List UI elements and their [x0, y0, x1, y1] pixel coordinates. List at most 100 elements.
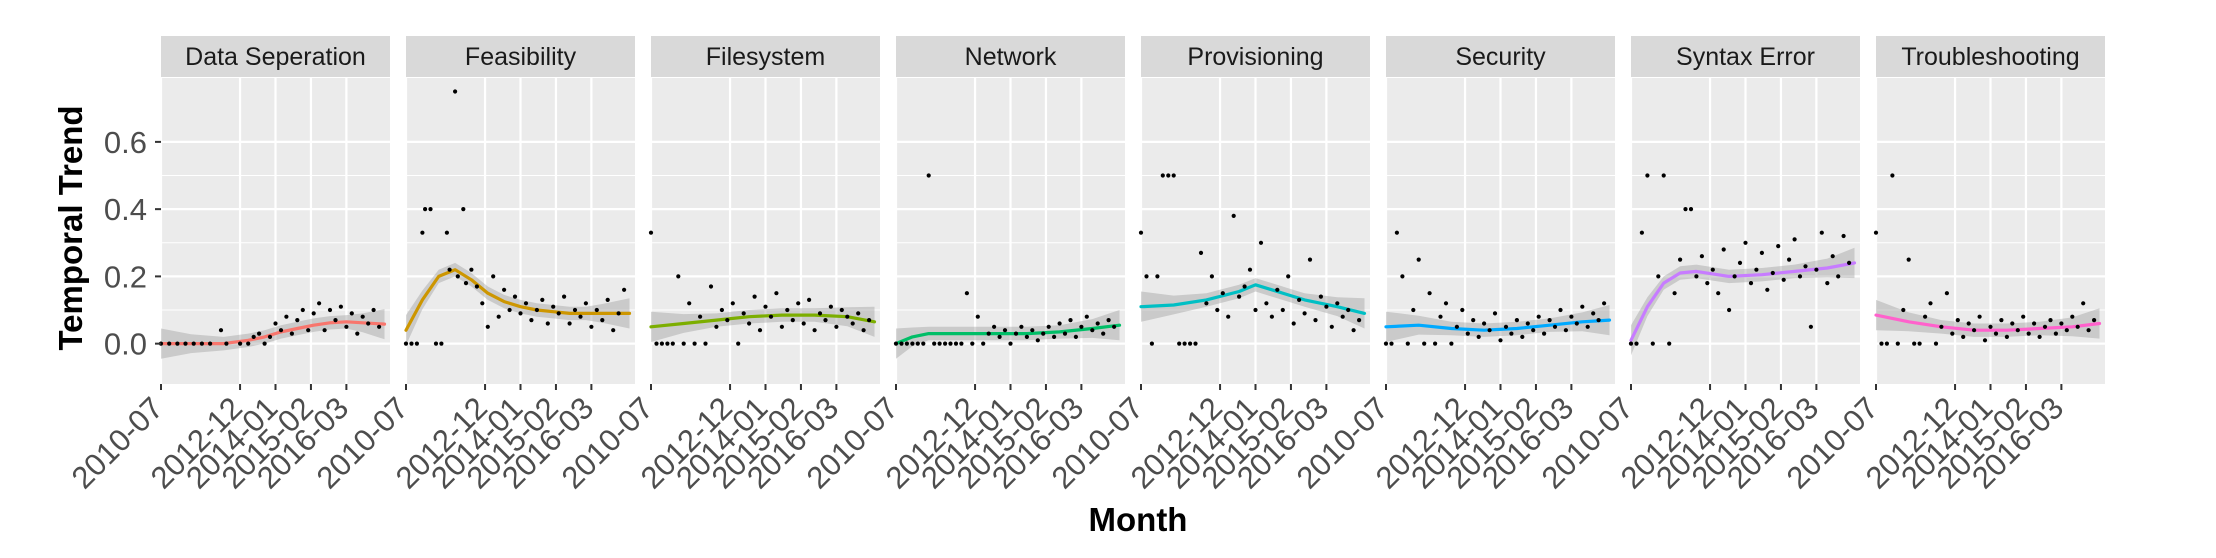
data-point [1215, 307, 1220, 313]
data-point [562, 294, 567, 299]
data-point [1024, 334, 1029, 339]
data-point [1400, 274, 1405, 279]
data-point [1661, 173, 1666, 178]
data-point [1558, 307, 1563, 313]
data-point [1993, 331, 1999, 336]
data-point [333, 318, 338, 323]
data-point [444, 230, 449, 235]
data-point [208, 341, 213, 346]
data-point [199, 341, 204, 346]
data-point [1694, 274, 1699, 279]
data-point [1357, 318, 1362, 323]
data-point [1057, 321, 1062, 326]
data-point [904, 341, 910, 346]
data-point [812, 328, 817, 333]
data-point [1650, 341, 1655, 346]
data-point [284, 314, 289, 319]
data-point [1591, 311, 1596, 316]
data-point [485, 324, 490, 329]
data-point [1443, 301, 1449, 306]
data-point [600, 318, 605, 323]
data-point [289, 331, 294, 336]
data-point [1656, 274, 1661, 279]
data-point [1944, 291, 1949, 296]
data-point [964, 291, 970, 296]
y-tick-label: 0.4 [104, 192, 147, 227]
data-point [1645, 173, 1650, 178]
data-point [1873, 230, 1879, 235]
facet-strip-label: Feasibility [465, 43, 577, 71]
data-point [278, 328, 284, 333]
data-point [2004, 334, 2009, 339]
data-point [453, 89, 458, 94]
data-point [1847, 260, 1852, 265]
data-point [1688, 207, 1694, 212]
data-point [1639, 230, 1644, 235]
data-point [1405, 341, 1410, 346]
data-point [1895, 341, 1900, 346]
data-point [1460, 307, 1465, 313]
data-point [910, 341, 915, 346]
data-point [1383, 341, 1389, 346]
data-point [1247, 267, 1253, 272]
data-point [948, 341, 953, 346]
data-point [959, 341, 964, 346]
data-point [1819, 230, 1824, 235]
data-point [1280, 307, 1285, 313]
facet-strip [896, 36, 1125, 77]
y-tick-label: 0.6 [104, 125, 147, 160]
data-point [377, 324, 382, 329]
facet-panel: Troubleshooting2010-072012-122014-012015… [1780, 36, 2105, 495]
data-point [507, 307, 512, 313]
data-point [589, 324, 594, 329]
data-point [273, 321, 278, 326]
data-point [1198, 250, 1204, 255]
data-point [360, 314, 365, 319]
data-point [1509, 331, 1514, 336]
data-point [856, 311, 861, 316]
data-point [267, 334, 273, 339]
data-point [1046, 324, 1051, 329]
data-point [1825, 281, 1830, 286]
data-point [1041, 331, 1046, 336]
data-point [1912, 341, 1917, 346]
data-point [1422, 341, 1427, 346]
data-point [1514, 318, 1519, 323]
data-point [1667, 341, 1672, 346]
data-point [1101, 331, 1106, 336]
data-point [317, 301, 322, 306]
data-point [512, 294, 518, 299]
data-point [741, 311, 746, 316]
facet-strip-label: Security [1455, 43, 1546, 71]
data-point [747, 321, 752, 326]
data-point [2064, 328, 2069, 333]
data-point [1351, 328, 1356, 333]
data-point [175, 341, 180, 346]
data-point [423, 207, 428, 212]
data-point [545, 321, 550, 326]
facet-strip [1386, 36, 1615, 77]
data-point [714, 324, 719, 329]
data-point [670, 341, 675, 346]
data-point [2042, 324, 2048, 329]
data-point [997, 334, 1002, 339]
data-point [480, 301, 485, 306]
data-point [692, 341, 697, 346]
data-point [578, 314, 583, 319]
data-point [1002, 328, 1008, 333]
data-point [1329, 324, 1334, 329]
data-point [1836, 274, 1841, 279]
data-point [1068, 318, 1073, 323]
data-point [218, 328, 224, 333]
smooth-trend-line [1629, 261, 1857, 342]
data-point [1079, 324, 1084, 329]
data-point [834, 324, 839, 329]
data-point [1939, 324, 1944, 329]
data-point [1503, 324, 1509, 329]
data-point [785, 307, 790, 313]
data-point [2015, 328, 2020, 333]
data-point [1705, 281, 1710, 286]
data-point [1531, 328, 1536, 333]
data-point [1237, 294, 1242, 299]
facet-strip [651, 36, 880, 77]
